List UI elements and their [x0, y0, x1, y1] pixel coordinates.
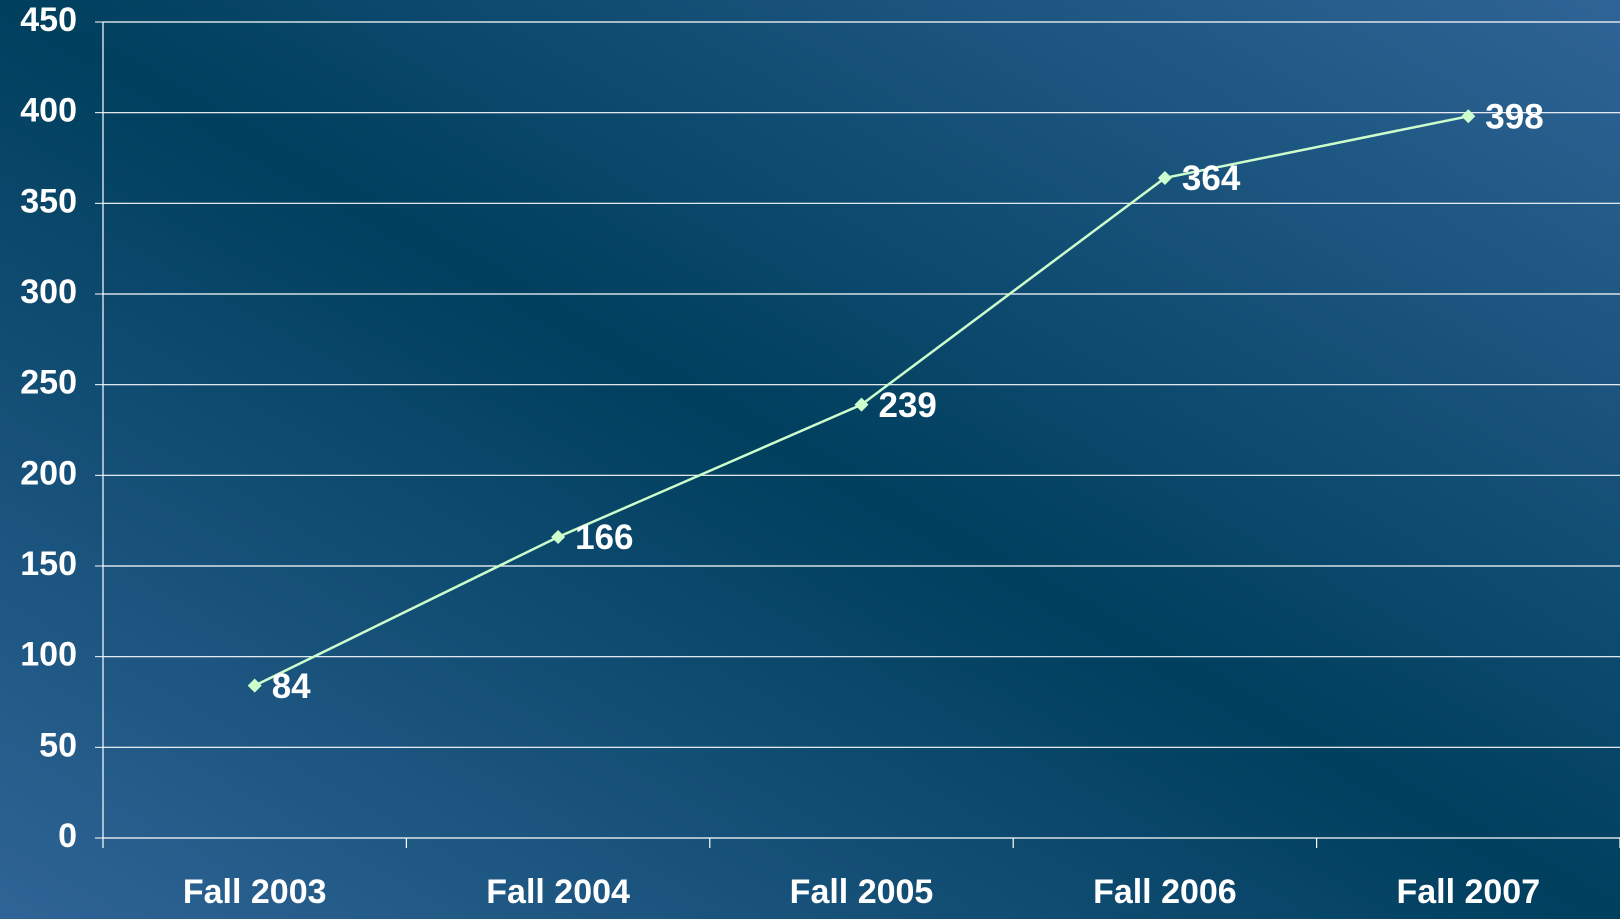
- data-point: [247, 678, 262, 693]
- y-tick-label: 150: [20, 545, 77, 583]
- y-tick-label: 400: [20, 92, 77, 130]
- data-point: [1157, 170, 1172, 185]
- x-tick-label: Fall 2003: [183, 873, 327, 911]
- y-tick-label: 100: [20, 636, 77, 674]
- x-tick-label: Fall 2004: [486, 873, 630, 911]
- data-point: [854, 397, 869, 412]
- x-tick-label: Fall 2007: [1396, 873, 1540, 911]
- x-tick-label: Fall 2006: [1093, 873, 1237, 911]
- data-label: 84: [272, 667, 311, 706]
- data-label: 239: [879, 386, 937, 425]
- y-tick-label: 350: [20, 182, 77, 220]
- data-label: 398: [1485, 98, 1543, 137]
- y-tick-label: 0: [58, 817, 77, 855]
- y-tick-label: 300: [20, 273, 77, 311]
- y-tick-label: 250: [20, 364, 77, 402]
- y-tick-label: 200: [20, 454, 77, 492]
- data-point: [551, 529, 566, 544]
- y-tick-label: 50: [39, 726, 77, 764]
- data-label: 166: [575, 518, 633, 557]
- data-point: [1461, 109, 1476, 124]
- y-tick-label: 450: [20, 1, 77, 39]
- data-label: 364: [1182, 159, 1241, 198]
- x-tick-label: Fall 2005: [790, 873, 934, 911]
